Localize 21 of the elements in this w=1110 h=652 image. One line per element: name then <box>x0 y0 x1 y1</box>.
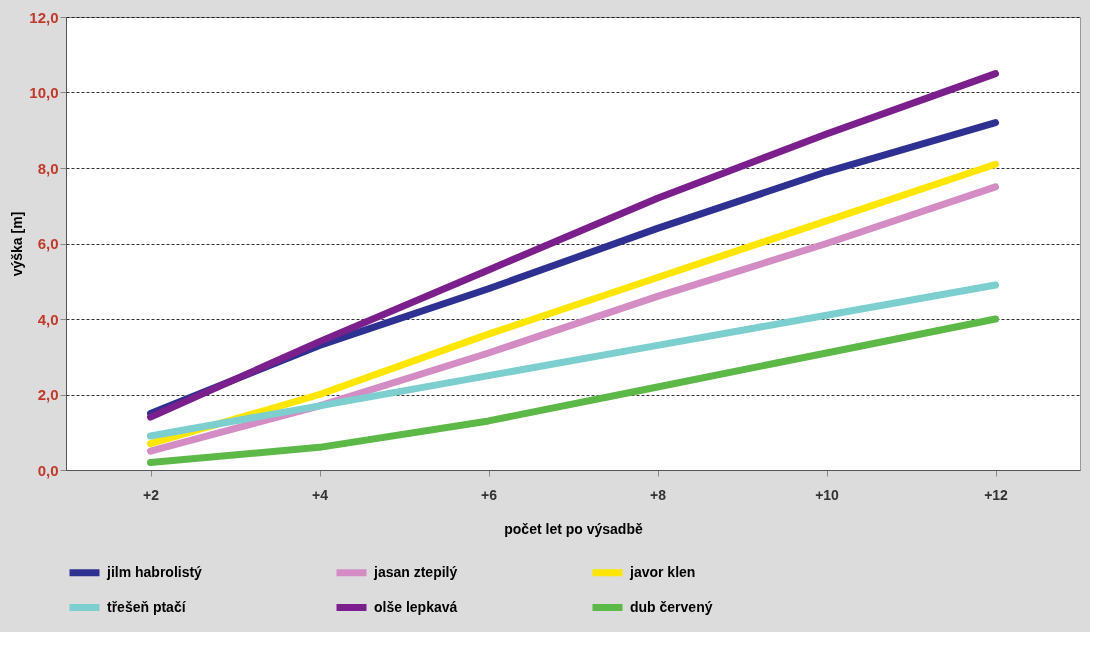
x-tick-label: +12 <box>984 486 1009 503</box>
x-tick-label: +6 <box>481 486 498 503</box>
y-tick-label: 12,0 <box>29 8 59 26</box>
y-tick-label: 6,0 <box>37 235 59 252</box>
x-tick-label: +2 <box>143 486 160 503</box>
legend-label: jasan ztepilý <box>373 563 458 580</box>
legend-label: olše lepkavá <box>374 598 458 615</box>
x-axis-title: počet let po výsadbě <box>504 520 643 537</box>
y-tick-label: 10,0 <box>29 84 59 101</box>
x-tick-label: +8 <box>650 486 667 503</box>
legend-label: dub červený <box>630 598 713 615</box>
legend-label: třešeň ptačí <box>107 598 187 615</box>
legend-label: jilm habrolistý <box>106 563 203 580</box>
legend-label: javor klen <box>629 563 696 580</box>
y-axis-title: výška [m] <box>9 211 26 277</box>
y-tick-label: 2,0 <box>37 386 59 403</box>
x-tick-label: +4 <box>312 486 329 503</box>
x-tick-label: +10 <box>815 486 840 503</box>
y-tick-label: 8,0 <box>37 159 59 177</box>
y-tick-label: 0,0 <box>37 461 59 479</box>
y-tick-label: 4,0 <box>37 310 59 328</box>
